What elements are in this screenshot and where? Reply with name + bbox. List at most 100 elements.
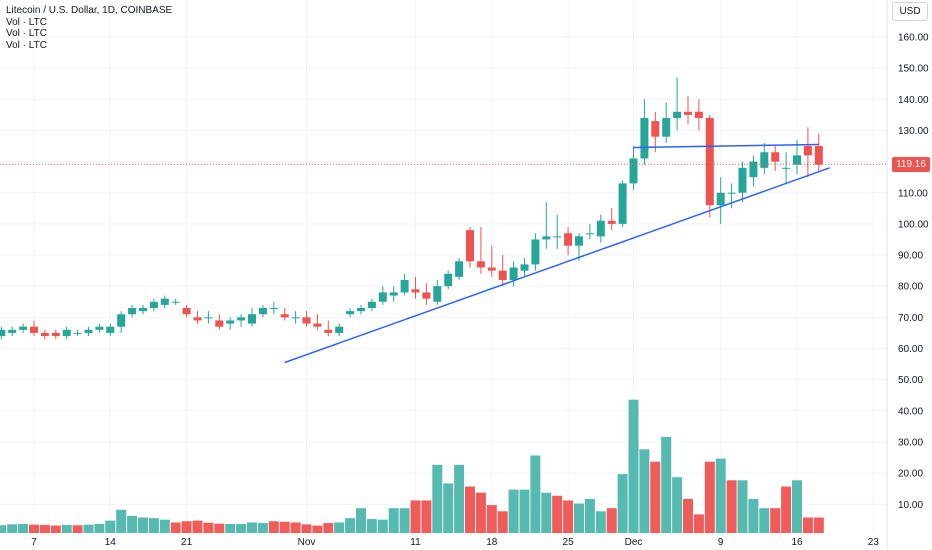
last-price-tag: 119.16 — [892, 156, 930, 172]
volume-bar — [454, 464, 465, 533]
price-axis-label: 90.00 — [898, 251, 923, 262]
volume-bar — [94, 524, 105, 533]
volume-bar — [726, 480, 737, 533]
candle-body — [324, 329, 333, 333]
volume-bar — [61, 524, 72, 533]
candle-body — [466, 230, 474, 262]
candle-body — [749, 161, 758, 178]
volume-bar — [236, 524, 247, 533]
volume-bar — [72, 525, 83, 533]
candle-body — [302, 317, 311, 324]
volume-bar — [606, 508, 617, 533]
volume-bar — [181, 521, 192, 533]
time-axis-label: 25 — [563, 537, 575, 548]
time-axis-label: 11 — [410, 537, 421, 548]
candle-body — [84, 329, 93, 333]
price-axis-label: 110.00 — [898, 188, 928, 199]
candle-body — [378, 292, 387, 302]
candle-body — [760, 152, 769, 168]
trendlines[interactable] — [284, 143, 830, 364]
volume-bar — [105, 520, 116, 533]
volume-bar — [737, 480, 748, 533]
price-axis-label: 80.00 — [898, 282, 923, 293]
volume-bar — [345, 518, 356, 533]
candle-body — [226, 320, 235, 324]
candle-body — [149, 301, 158, 309]
volume-bar — [138, 517, 148, 533]
candle-body — [455, 261, 464, 277]
candle-body — [705, 117, 714, 206]
volume-bar — [290, 522, 301, 533]
candle-body — [30, 326, 38, 333]
candle-body — [117, 314, 126, 327]
candle-body — [280, 314, 289, 318]
candle-body — [673, 111, 682, 118]
candle-body — [128, 308, 137, 315]
volume-bar — [781, 486, 792, 533]
volume-bar — [574, 503, 584, 533]
candle-body — [575, 236, 583, 246]
volume-bar — [301, 524, 312, 533]
volume-bar — [792, 480, 802, 533]
candle-body — [498, 270, 507, 280]
candle-body — [684, 111, 692, 115]
volume-bar — [802, 517, 813, 533]
volume-bar — [29, 524, 39, 533]
volume-bar — [399, 508, 410, 533]
candle-body — [771, 152, 780, 162]
symbol-title[interactable]: Litecoin / U.S. Dollar, 1D, COINBASE — [6, 5, 173, 16]
volume-bar — [519, 489, 530, 533]
candle-body — [193, 317, 202, 321]
time-axis-label: Dec — [625, 537, 643, 548]
volume-bar — [770, 508, 781, 533]
time-axis-label: 23 — [868, 537, 880, 548]
candle-body — [73, 332, 82, 334]
volume-bar — [541, 492, 552, 533]
time-axis-label: 14 — [105, 537, 117, 548]
candle-body — [160, 298, 169, 305]
volume-bar — [0, 525, 7, 533]
candle-body — [509, 267, 518, 280]
volume-bar — [312, 525, 323, 533]
candle-body — [62, 329, 71, 337]
indicator-volume-2[interactable]: Vol · LTC — [6, 28, 47, 39]
candle-body — [444, 273, 453, 287]
indicator-volume-3[interactable]: Vol · LTC — [6, 39, 47, 51]
volume-bar — [116, 509, 127, 533]
volume-bar — [672, 477, 683, 533]
volume-bars — [0, 399, 824, 533]
candle-body — [215, 320, 224, 327]
volume-bar — [334, 522, 345, 533]
candle-body — [596, 220, 605, 237]
volume-bar — [508, 489, 519, 533]
time-axis-label: Nov — [298, 537, 316, 548]
candle-body — [694, 111, 703, 118]
volume-bar — [475, 492, 486, 533]
time-axis[interactable]: 7 14 21 Nov 11 18 25 Dec 9 16 23 — [31, 537, 879, 548]
volume-bar — [127, 515, 138, 533]
price-axis-label: 30.00 — [898, 437, 923, 448]
volume-bar — [192, 520, 203, 533]
volume-bar — [486, 505, 497, 533]
candle-body — [8, 329, 17, 333]
time-axis-label: 16 — [791, 537, 803, 548]
volume-bar — [83, 524, 94, 533]
candle-body — [291, 317, 300, 319]
indicator-volume-1[interactable]: Vol · LTC — [6, 16, 47, 28]
price-axis-label: 150.00 — [898, 64, 929, 75]
candle-body — [258, 308, 267, 315]
volume-bar — [377, 519, 388, 533]
volume-bar — [661, 436, 672, 533]
volume-bar — [813, 517, 824, 533]
currency-button[interactable]: USD — [892, 2, 928, 21]
price-axis-background — [887, 0, 932, 550]
trendline-ascending-support[interactable] — [284, 167, 830, 364]
volume-bar — [432, 464, 443, 533]
volume-bar — [159, 519, 170, 533]
volume-bar — [247, 522, 257, 533]
price-axis-label: 40.00 — [898, 406, 923, 417]
trendline-resistance-top[interactable] — [633, 143, 819, 149]
candle-body — [629, 158, 638, 184]
candle-body — [531, 239, 540, 265]
